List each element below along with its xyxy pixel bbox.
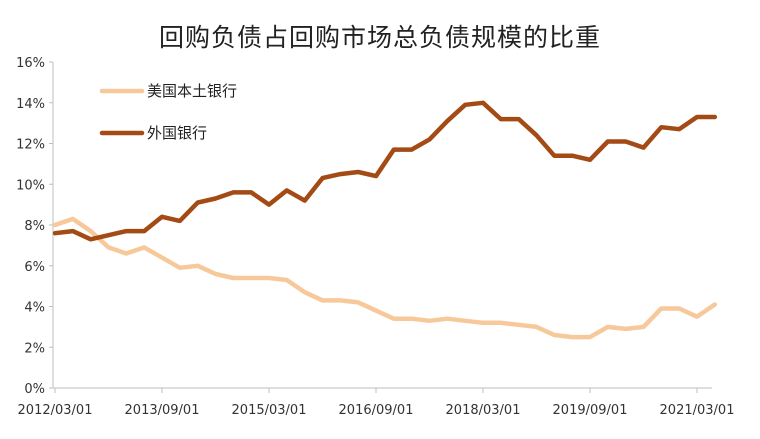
x-tick-label: 2015/03/01 — [232, 403, 307, 418]
y-tick-label: 14% — [16, 97, 45, 112]
x-tick-label: 2012/03/01 — [18, 403, 93, 418]
x-tick-label: 2021/03/01 — [660, 403, 735, 418]
x-tick-label: 2019/09/01 — [553, 403, 628, 418]
y-tick-label: 8% — [24, 219, 45, 234]
legend-label-1: 美国本土银行 — [147, 82, 237, 100]
legend-label-2: 外国银行 — [147, 124, 207, 142]
x-tick-label: 2016/09/01 — [339, 403, 414, 418]
y-tick-label: 2% — [24, 341, 45, 356]
y-tick-label: 0% — [24, 382, 45, 397]
y-tick-label: 4% — [24, 301, 45, 316]
x-tick-label: 2013/09/01 — [125, 403, 200, 418]
series-line-1 — [52, 216, 718, 340]
y-tick-label: 12% — [16, 138, 45, 153]
x-tick-label: 2018/03/01 — [446, 403, 521, 418]
y-tick-label: 6% — [24, 260, 45, 275]
chart-title: 回购负债占回购市场总负债规模的比重 — [158, 23, 601, 52]
y-tick-label: 10% — [16, 178, 45, 193]
y-tick-label: 16% — [16, 56, 45, 71]
series-line-2 — [52, 100, 718, 242]
